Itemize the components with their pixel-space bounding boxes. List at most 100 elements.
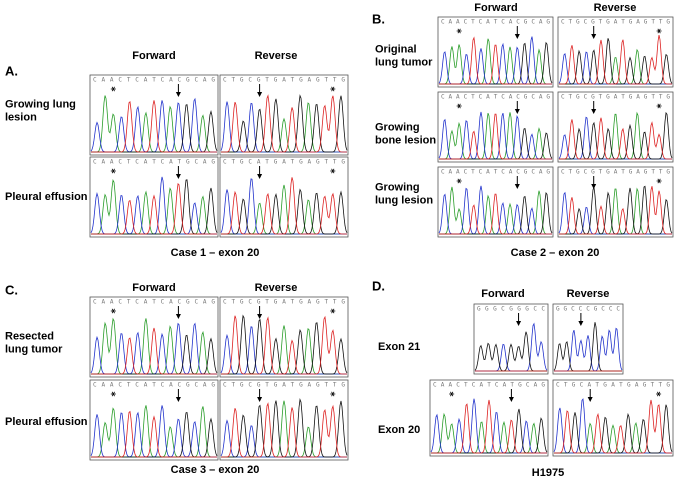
asterisk: [111, 86, 115, 92]
asterisk: [657, 178, 661, 184]
sequence: CAACTCATCACGCAG: [93, 77, 215, 84]
asterisk: [457, 178, 461, 184]
trace: [559, 35, 672, 85]
column-header: Forward: [132, 282, 175, 294]
sequence: CAACTCATCATGCAG: [433, 382, 545, 389]
sequence: CAACTCATCACGCAG: [441, 19, 550, 26]
sequence: GGGCGGGCC: [477, 306, 545, 313]
sequence: CAACTCATCACGCAG: [441, 94, 550, 101]
asterisk: [331, 391, 335, 397]
arrow-head: [591, 109, 597, 114]
chromatogram-box: [437, 91, 554, 163]
column-header: Forward: [481, 288, 524, 300]
arrow-head: [514, 184, 520, 189]
sequence: CTGCGTGATGAGTTG: [223, 299, 345, 306]
trace: [91, 327, 217, 375]
column-header: Forward: [132, 50, 175, 62]
asterisk: [450, 391, 454, 397]
trace: [559, 186, 672, 235]
caption: Case 3 – exon 20: [171, 464, 260, 476]
arrow-head: [175, 174, 181, 179]
panel-label: C.: [5, 282, 18, 297]
arrow-head: [514, 109, 520, 114]
row-label: lung lesion: [375, 194, 433, 206]
chromatogram-box: [473, 303, 549, 375]
trace: [221, 94, 347, 153]
arrow-head: [257, 174, 263, 179]
row-label: Exon 21: [378, 341, 420, 353]
trace: [91, 100, 217, 153]
caption: Case 2 – exon 20: [511, 247, 600, 259]
trace: [221, 402, 347, 458]
chromatogram-box: [429, 379, 549, 457]
asterisk: [111, 308, 115, 314]
arrow-head: [508, 397, 514, 402]
arrow-head: [257, 92, 263, 97]
sequence: CTGCGTGATGAGTTG: [561, 19, 670, 26]
arrow-head: [591, 184, 597, 189]
panel-label: D.: [372, 278, 385, 293]
row-label: lung tumor: [5, 343, 63, 355]
row-label: Pleural effusion: [5, 191, 88, 203]
trace: [559, 117, 672, 160]
arrow-head: [257, 397, 263, 402]
arrow-head: [587, 397, 593, 402]
trace: [439, 36, 552, 85]
chromatogram-box: [557, 91, 674, 163]
asterisk: [457, 103, 461, 109]
arrow-head: [516, 321, 522, 326]
column-header: Reverse: [255, 282, 298, 294]
sequence: GGCCCGCCC: [556, 306, 620, 313]
asterisk: [331, 86, 335, 92]
row-label: Exon 20: [378, 424, 420, 436]
trace: [439, 193, 552, 235]
arrow-head: [514, 34, 520, 39]
arrow-head: [591, 34, 597, 39]
row-label: lung tumor: [375, 56, 433, 68]
chromatogram-box: [552, 303, 624, 375]
row-label: Growing: [375, 121, 420, 133]
row-label: Resected: [5, 330, 54, 342]
trace: [221, 177, 347, 235]
row-label: Pleural effusion: [5, 416, 88, 428]
caption: H1975: [532, 467, 564, 479]
arrow-head: [175, 397, 181, 402]
arrow-head: [175, 314, 181, 319]
chromatogram-box: [557, 16, 674, 88]
sequence: CTGCGTGATGAGTTG: [223, 382, 345, 389]
asterisk: [457, 28, 461, 34]
row-label: Growing: [375, 181, 420, 193]
row-label: Growing lung: [5, 98, 76, 110]
asterisk: [111, 168, 115, 174]
panel-label: A.: [5, 63, 18, 78]
asterisk: [111, 391, 115, 397]
asterisk: [331, 168, 335, 174]
trace: [431, 399, 547, 454]
trace: [221, 315, 347, 375]
sequence: CTGCGTGATGAGTTG: [561, 169, 670, 176]
sequence: CAACTCATCACGCAG: [93, 299, 215, 306]
arrow-head: [175, 92, 181, 97]
row-label: Original: [375, 43, 417, 55]
sequence: CAACTCATCACGCAG: [441, 169, 550, 176]
asterisk: [657, 391, 661, 397]
asterisk: [657, 103, 661, 109]
chromatogram-box: [219, 156, 349, 238]
trace: [439, 113, 552, 160]
caption: Case 1 – exon 20: [171, 247, 260, 259]
asterisk: [331, 308, 335, 314]
sequence: CTGCATGATGAGTTG: [223, 159, 345, 166]
panel-label: B.: [372, 11, 385, 26]
column-header: Forward: [474, 2, 517, 14]
sequence: CTGCGTGATGAGTTG: [223, 77, 345, 84]
row-label: lesion: [5, 111, 37, 123]
asterisk: [657, 28, 661, 34]
sequence: CTGCGTGATGAGTTG: [561, 94, 670, 101]
sequence: CAACTCATCATGCAG: [93, 159, 215, 166]
trace: [554, 399, 672, 454]
sequence: CTGCATGATGAGTTG: [556, 382, 670, 389]
trace: [91, 410, 217, 458]
arrow-head: [578, 321, 584, 326]
row-label: bone lesion: [375, 134, 436, 146]
trace: [91, 182, 217, 235]
